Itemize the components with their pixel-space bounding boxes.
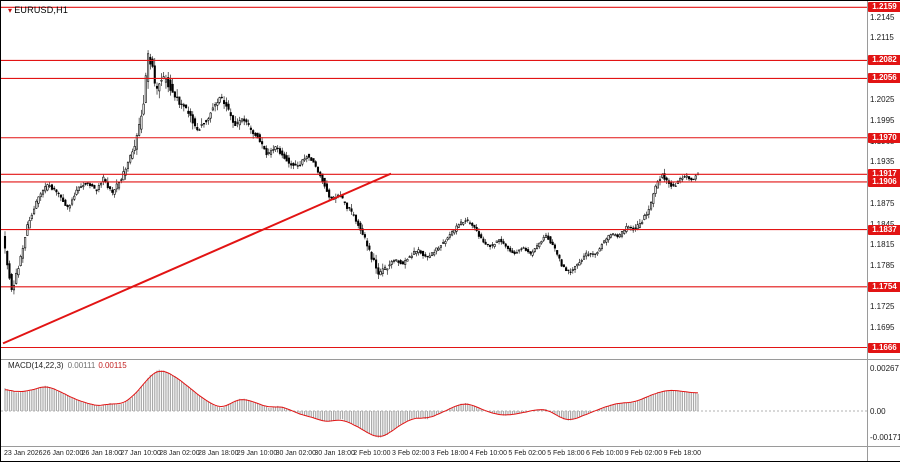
time-axis-label: 4 Feb 10:00 [469, 450, 507, 457]
candles-group [3, 50, 700, 295]
time-axis-label: 26 Jan 18:00 [81, 450, 123, 457]
price-axis-label: 1.1845 [870, 220, 894, 229]
level-price-tag: 1.1837 [868, 224, 900, 235]
time-axis-label: 2 Feb 10:00 [353, 450, 391, 457]
time-axis-label: 29 Jan 10:00 [236, 450, 278, 457]
time-axis-label: 28 Jan 02:00 [159, 450, 200, 457]
time-axis-label: 6 Feb 10:00 [586, 450, 624, 457]
level-price-tag: 1.1970 [868, 132, 900, 143]
price-axis-label: 1.1875 [870, 198, 895, 208]
time-axis-label: 3 Feb 02:00 [392, 450, 430, 457]
symbol-text: EURUSD,H1 [14, 5, 69, 15]
level-price-tag: 1.1754 [868, 281, 900, 292]
macd-name: MACD(14,22,3) [8, 361, 64, 370]
macd-main-value: 0.00111 [67, 361, 96, 370]
time-axis-label: 27 Jan 10:00 [120, 450, 161, 457]
level-price-tag: 1.1906 [868, 176, 900, 187]
level-price-tag: 1.1917 [868, 169, 900, 180]
macd-axis-label: 0.00 [870, 406, 886, 416]
price-axis-label: 1.2115 [870, 33, 894, 43]
price-axis-label: 1.1725 [870, 302, 895, 312]
level-price-tag: 1.2056 [868, 73, 900, 84]
time-axis-label: 9 Feb 02:00 [624, 450, 663, 457]
price-axis-label: 1.2145 [870, 12, 895, 22]
macd-indicator-label: MACD(14,22,3) 0.00111 0.00115 [8, 361, 127, 370]
macd-axis-label: 0.00267 [870, 364, 899, 374]
symbol-marker-icon: ▾ [8, 6, 13, 15]
time-axis-label: 5 Feb 02:00 [508, 450, 546, 457]
time-axis-label: 30 Jan 02:00 [275, 450, 317, 457]
price-axis-label: 1.1935 [870, 157, 895, 167]
time-axis-label: 9 Feb 18:00 [663, 450, 701, 457]
time-axis-label: 30 Jan 18:00 [314, 450, 355, 457]
level-price-tag: 1.2082 [868, 55, 900, 66]
price-axis-label: 1.2025 [870, 95, 895, 105]
time-axis-label: 28 Jan 18:00 [198, 450, 239, 457]
time-axis-label: 5 Feb 18:00 [547, 450, 585, 457]
macd-histogram [4, 369, 699, 438]
price-axis-label: 1.1785 [870, 260, 895, 270]
trendline[interactable] [2, 172, 392, 345]
price-axis-label: 1.1695 [870, 323, 895, 332]
macd-signal-line [4, 370, 699, 437]
time-axis-label: 23 Jan 2026 [4, 450, 43, 457]
time-axis-label: 3 Feb 18:00 [430, 450, 469, 457]
price-axis-label: 1.1815 [870, 240, 895, 250]
level-price-tag: 1.1666 [868, 342, 900, 353]
macd-axis-label: -0.00171 [870, 433, 900, 443]
symbol-label: ▾ EURUSD,H1 [8, 5, 68, 15]
level-price-tag: 1.2159 [868, 2, 900, 13]
time-axis-label: 26 Jan 02:00 [42, 450, 84, 457]
price-axis-label: 1.1995 [870, 116, 895, 125]
macd-signal-value: 0.00115 [98, 361, 127, 370]
